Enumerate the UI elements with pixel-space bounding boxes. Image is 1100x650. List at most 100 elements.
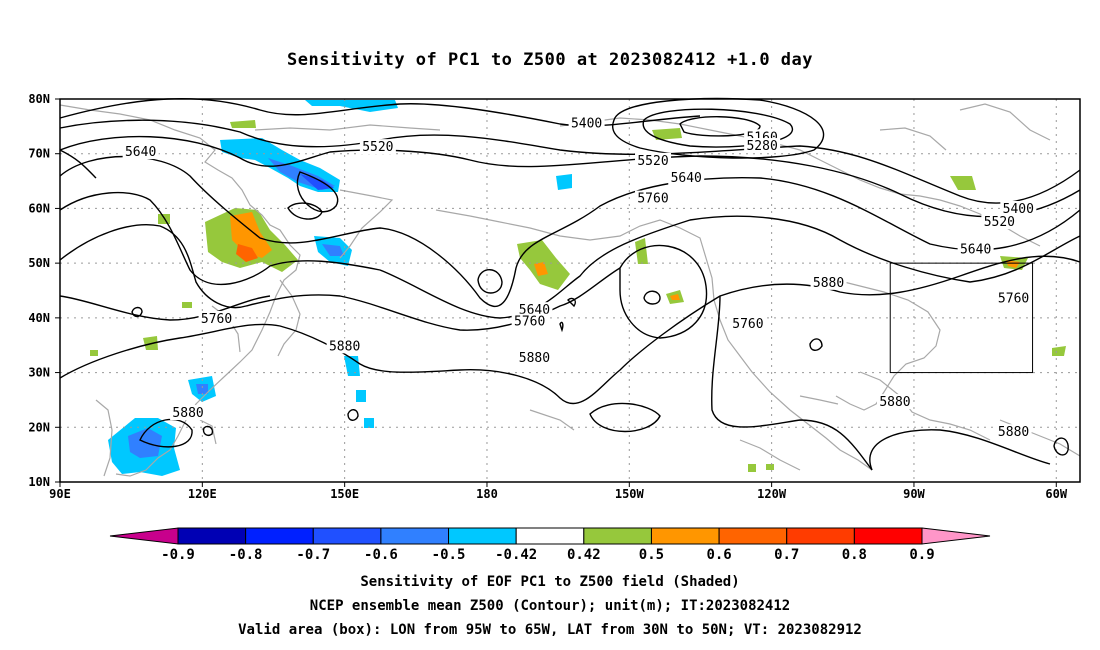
shade-patch (356, 390, 366, 402)
contour-label: 5640 (125, 145, 156, 160)
shade-patch (1006, 260, 1020, 268)
z500-contours (59, 97, 1081, 471)
contour-label: 5880 (172, 406, 203, 421)
colorbar-label: 0.9 (909, 547, 934, 563)
colorbar-box (448, 527, 517, 545)
contour-label: 5400 (571, 117, 602, 132)
colorbar-box (245, 527, 314, 545)
contour-label-bg (516, 349, 553, 365)
colorbar-box (177, 527, 247, 545)
shade-patch (670, 294, 680, 300)
contour-label-bg (359, 139, 396, 155)
contour-label: 5640 (960, 242, 991, 257)
shade-patch (230, 120, 256, 128)
contour-label-bg (981, 214, 1018, 230)
contour-label: 5760 (201, 312, 232, 327)
shade-patch (322, 244, 344, 256)
lon-tick-label: 120E (188, 487, 217, 501)
colorbar-box (515, 527, 585, 545)
shade-patch (748, 464, 756, 472)
contour-label: 5880 (879, 395, 910, 410)
contour-label-bg (995, 424, 1032, 440)
lat-tick-label: 50N (28, 256, 50, 270)
contour-label-bg (170, 405, 207, 421)
colorbar-box (380, 527, 450, 545)
colorbar-box (312, 527, 382, 545)
plot-title: Sensitivity of PC1 to Z500 at 2023082412… (286, 50, 813, 70)
shade-patch (950, 176, 976, 190)
contour-label-bg (876, 394, 913, 410)
colorbar-label: -0.42 (495, 547, 537, 563)
colorbar-label: 0.5 (639, 547, 664, 563)
colorbar-label: -0.6 (364, 547, 398, 563)
lat-tick-label: 20N (28, 420, 50, 434)
latitude-axis: 80N 70N 60N 50N 40N 30N 20N 10N (28, 92, 60, 489)
contour-label: 5520 (362, 140, 393, 155)
lon-tick-label: 120W (757, 487, 787, 501)
shade-patch (236, 244, 258, 262)
colorbar-label: 0.6 (706, 547, 731, 563)
shade-patch (305, 100, 398, 112)
contour-label: 5880 (998, 425, 1029, 440)
contour-label-bg (326, 338, 363, 354)
shade-patch (196, 384, 208, 394)
contour-label-bg (511, 313, 548, 329)
colorbar-label: -0.8 (229, 547, 263, 563)
contour-label: 5760 (514, 315, 545, 330)
contour-label-bg (668, 169, 705, 185)
contour-label: 5760 (732, 317, 763, 332)
contour-label-bg (122, 144, 159, 160)
colorbar-label: -0.5 (432, 547, 466, 563)
lon-tick-label: 180 (476, 487, 498, 501)
contour-label-bg (1000, 200, 1037, 216)
lat-lon-grid (60, 99, 1080, 482)
footer-line-contour: NCEP ensemble mean Z500 (Contour); unit(… (309, 598, 791, 614)
coastlines (59, 103, 1081, 477)
shade-patch (300, 174, 334, 190)
lat-tick-label: 60N (28, 201, 50, 215)
contour-label-bg (635, 152, 672, 168)
contour-labels: 5400516052805520564055205640576054005520… (122, 115, 1037, 440)
contour-label: 5760 (637, 192, 668, 207)
lon-tick-label: 150W (615, 487, 645, 501)
shade-patch (1052, 346, 1066, 356)
contour-label-bg (995, 290, 1032, 306)
shade-patch (766, 464, 774, 470)
colorbar-label: -0.7 (296, 547, 330, 563)
shade-patch (158, 214, 170, 224)
contour-label: 5400 (1003, 202, 1034, 217)
longitude-axis: 90E 120E 150E 180 150W 120W 90W 60W (49, 482, 1068, 501)
contour-label: 5640 (671, 171, 702, 186)
contour-label: 5520 (637, 154, 668, 169)
colorbar-box (853, 527, 923, 545)
colorbar-label: -0.9 (161, 547, 195, 563)
shade-patch (143, 336, 158, 350)
colorbar-box (583, 527, 652, 545)
lon-tick-label: 90E (49, 487, 71, 501)
lat-tick-label: 80N (28, 92, 50, 106)
map-frame (59, 98, 1081, 483)
shade-patch (652, 128, 682, 140)
footer-line-valid-area: Valid area (box): LON from 95W to 65W, L… (238, 622, 862, 638)
contour-label: 5880 (813, 276, 844, 291)
lon-tick-label: 60W (1045, 487, 1067, 501)
colorbar-label: 0.42 (567, 547, 601, 563)
contour-label-bg (744, 138, 781, 154)
colorbar: -0.9 -0.8 -0.7 -0.6 -0.5 -0.42 0.42 0.5 0.6 0.7 0.… (109, 527, 991, 563)
contour-label: 5760 (998, 292, 1029, 307)
shade-patch (635, 238, 648, 264)
colorbar-high-triangle (921, 527, 991, 545)
colorbar-box (786, 527, 855, 545)
shade-patch (182, 302, 192, 308)
lat-tick-label: 30N (28, 366, 50, 380)
contour-label-bg (568, 115, 605, 131)
shade-patch (534, 262, 548, 276)
lon-tick-label: 150E (330, 487, 359, 501)
contour-label: 5880 (329, 339, 360, 354)
contour-label-bg (729, 315, 766, 331)
colorbar-label: 0.8 (842, 547, 867, 563)
colorbar-label: 0.7 (774, 547, 799, 563)
lat-tick-label: 40N (28, 311, 50, 325)
lon-tick-label: 90W (903, 487, 925, 501)
